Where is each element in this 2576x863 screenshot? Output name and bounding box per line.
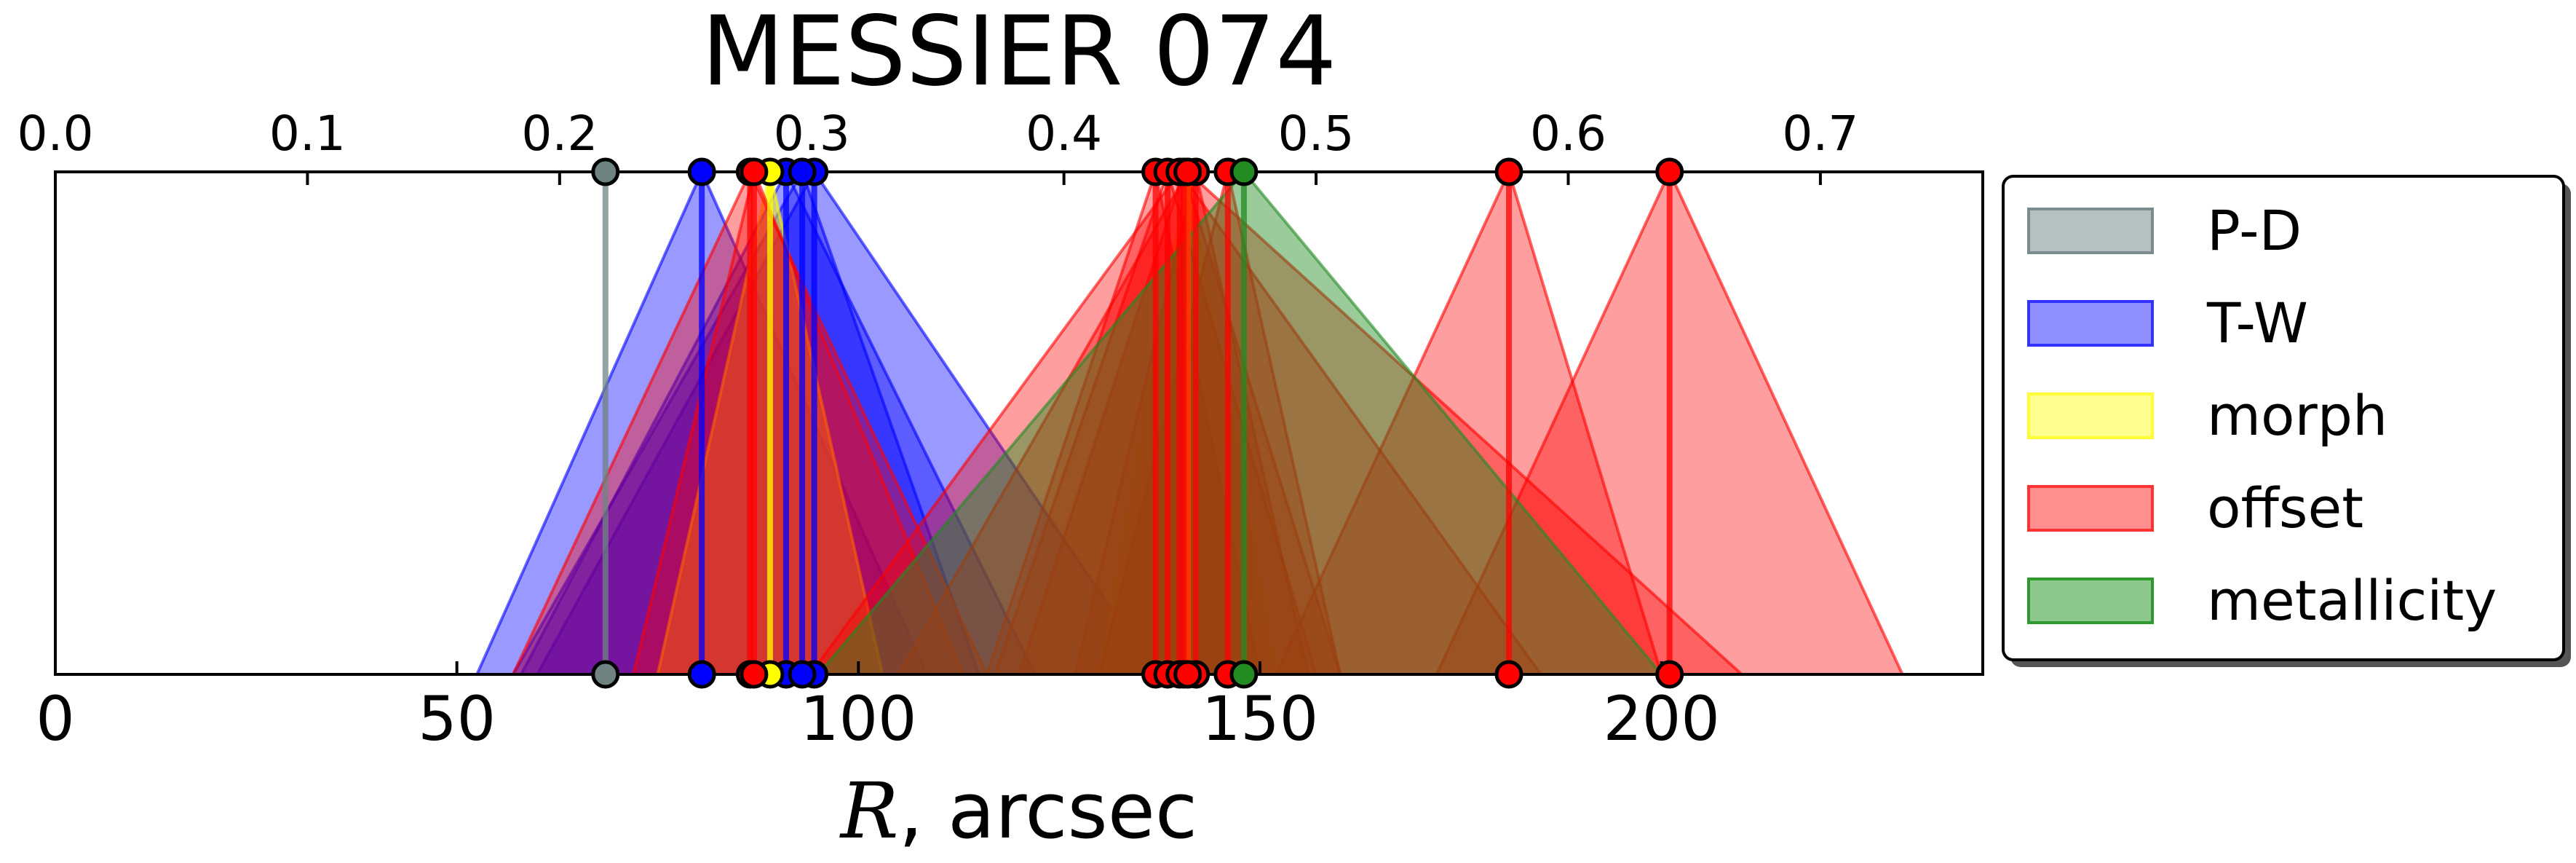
legend-label-P-D: P-D	[2207, 198, 2302, 263]
x-tick-label-100: 100	[800, 683, 916, 754]
x-tick-label-150: 150	[1202, 683, 1318, 754]
legend-swatch-morph	[2027, 393, 2154, 439]
legend-box	[2002, 175, 2565, 661]
x-axis-label: R, arcsec	[839, 766, 1197, 856]
legend-swatch-T-W	[2027, 300, 2154, 347]
marker-P-D-0-top	[591, 157, 620, 186]
plot-frame	[54, 170, 1984, 676]
top-tick-label-0.4: 0.4	[1026, 106, 1102, 162]
marker-T-W-0-top	[687, 157, 716, 186]
top-tick-label-0.5: 0.5	[1278, 106, 1355, 162]
legend-label-metallicity: metallicity	[2207, 568, 2497, 633]
axis-tick-marks	[54, 172, 1822, 674]
x-tick-label-200: 200	[1603, 683, 1719, 754]
marker-offset-8-top	[1655, 157, 1684, 186]
marker-offset-10-bottom	[1173, 660, 1202, 689]
top-tick-label-0.7: 0.7	[1782, 106, 1858, 162]
triangle-offset-10	[897, 172, 1744, 674]
top-tick-label-0.6: 0.6	[1530, 106, 1606, 162]
triangle-offset-7	[1274, 172, 1663, 674]
triangle-metallicity-0	[816, 172, 1664, 674]
marker-offset-7-top	[1494, 157, 1523, 186]
center-line-layer	[602, 172, 1673, 674]
marker-offset-10-top	[1173, 157, 1202, 186]
marker-offset-8-bottom	[1655, 660, 1684, 689]
top-tick-label-0.3: 0.3	[774, 106, 850, 162]
top-tick-label-0.1: 0.1	[269, 106, 346, 162]
marker-layer	[591, 157, 1684, 689]
marker-offset-7-bottom	[1494, 660, 1523, 689]
legend-label-T-W: T-W	[2206, 291, 2308, 355]
legend-label-offset: offset	[2207, 476, 2363, 540]
legend-swatch-offset	[2027, 485, 2154, 532]
triangle-offset-1	[632, 172, 964, 674]
legend-swatch-metallicity	[2027, 578, 2154, 624]
x-axis-label-unit: , arcsec	[899, 766, 1198, 856]
marker-T-W-0-bottom	[687, 660, 716, 689]
x-tick-label-0: 0	[36, 683, 74, 754]
chart-title: MESSIER 074	[702, 0, 1337, 108]
marker-T-W-3-top	[788, 157, 817, 186]
triangle-offset-9	[808, 172, 1543, 674]
marker-P-D-0-bottom	[591, 660, 620, 689]
marker-metallicity-0-bottom	[1229, 660, 1259, 689]
triangle-offset-2	[985, 172, 1262, 674]
top-tick-label-0.0: 0.0	[17, 106, 94, 162]
x-axis-label-symbol: R	[839, 766, 899, 856]
legend: P-D T-W morph offset metallicity	[2002, 175, 2571, 667]
legend-label-morph: morph	[2207, 383, 2387, 448]
marker-T-W-3-bottom	[788, 660, 817, 689]
legend-swatch-P-D	[2027, 208, 2154, 254]
marker-offset-1-bottom	[740, 660, 769, 689]
top-tick-label-0.2: 0.2	[521, 106, 598, 162]
x-tick-label-50: 50	[418, 683, 496, 754]
marker-metallicity-0-top	[1229, 157, 1259, 186]
marker-offset-1-top	[740, 157, 769, 186]
bottom-axis-ticks: 0 50 100 150 200	[36, 683, 1720, 754]
top-axis-ticks: 0.0 0.1 0.2 0.3 0.4 0.5 0.6 0.7	[17, 106, 1859, 162]
triangle-offset-6	[1098, 172, 1342, 674]
triangle-offset-5	[1074, 172, 1310, 674]
